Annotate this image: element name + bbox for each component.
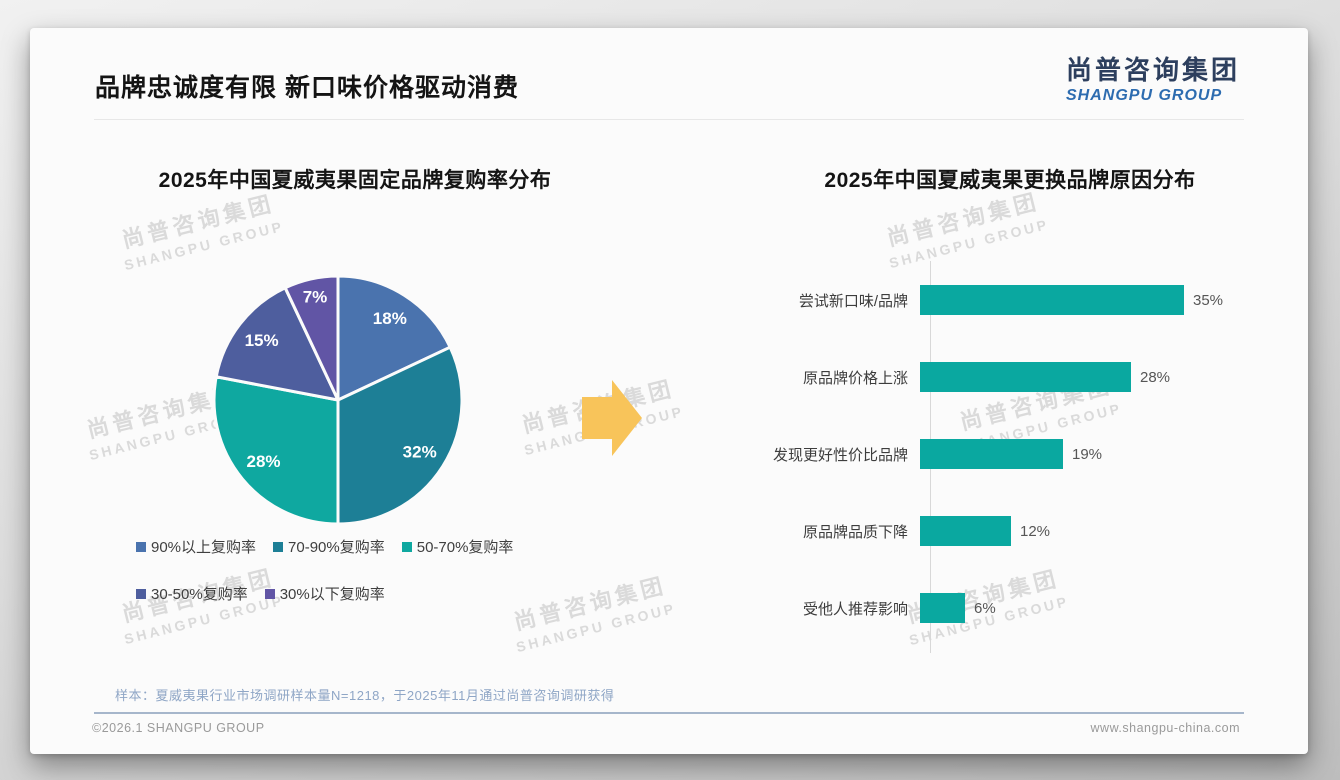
- bar-row: 发现更好性价比品牌 19%: [745, 439, 1290, 469]
- legend-swatch: [273, 541, 284, 552]
- watermark-en-text: SHANGPU GROUP: [122, 217, 286, 274]
- pie-data-label: 32%: [403, 442, 437, 461]
- bar-category-label: 尝试新口味/品牌: [798, 292, 908, 310]
- pie-data-label: 28%: [246, 452, 280, 471]
- footer-divider: [94, 712, 1244, 714]
- bar-value-label: 12%: [1020, 522, 1051, 540]
- bar-fill: [920, 593, 965, 623]
- pie-chart: 18% 32% 28% 15% 7%: [212, 274, 464, 526]
- bar-fill: [920, 285, 1184, 315]
- bar-row: 受他人推荐影响 6%: [745, 593, 1290, 623]
- title-divider: [94, 119, 1244, 120]
- bar-value-label: 19%: [1072, 445, 1103, 463]
- logo-cn-text: 尚普咨询集团: [1065, 55, 1240, 85]
- legend-label: 90%以上复购率: [151, 539, 257, 556]
- legend-item: 70-90%复购率: [273, 536, 385, 557]
- watermark-cn-text: 尚普咨询集团: [119, 190, 277, 253]
- bar-fill: [920, 439, 1063, 469]
- page-title: 品牌忠诚度有限 新口味价格驱动消费: [95, 74, 519, 102]
- sample-footnote: 样本：夏威夷果行业市场调研样本量N=1218，于2025年11月通过尚普咨询调研…: [115, 688, 615, 703]
- pie-legend: 90%以上复购率 70-90%复购率 50-70%复购率 30-50%复购率 30%以…: [136, 536, 616, 630]
- legend-item: 50-70%复购率: [401, 536, 514, 557]
- legend-label: 50-70%复购率: [416, 539, 514, 556]
- legend-label: 30-50%复购率: [151, 586, 248, 603]
- legend-label: 70-90%复购率: [288, 539, 385, 556]
- legend-item: 30%以下复购率: [264, 583, 385, 604]
- bar-row: 原品牌品质下降 12%: [745, 516, 1290, 546]
- bar-value-label: 6%: [974, 599, 996, 617]
- legend-row: 90%以上复购率 70-90%复购率 50-70%复购率: [136, 536, 616, 557]
- pie-slice: [214, 286, 340, 402]
- footer-website: www.shangpu-china.com: [1090, 721, 1240, 735]
- legend-row: 30-50%复购率 30%以下复购率: [136, 583, 616, 604]
- pie-slice: [212, 375, 340, 526]
- company-logo: 尚普咨询集团 SHANGPU GROUP: [1066, 50, 1240, 105]
- bar-category-label: 原品牌价格上涨: [802, 369, 908, 387]
- slide-card: 尚普咨询集团 SHANGPU GROUP 尚普咨询集团 SHANGPU GROUP 尚普…: [30, 28, 1308, 754]
- pie-data-label: 15%: [245, 331, 279, 350]
- bar-value-label: 35%: [1193, 291, 1224, 309]
- footer-copyright: ©2026.1 SHANGPU GROUP: [92, 721, 265, 735]
- logo-en-text: SHANGPU GROUP: [1065, 87, 1223, 104]
- legend-swatch: [136, 541, 146, 552]
- legend-swatch: [264, 588, 275, 599]
- bar-chart-title: 2025年中国夏威夷果更换品牌原因分布: [824, 169, 1196, 192]
- bar-fill: [920, 516, 1011, 546]
- bar-row: 尝试新口味/品牌 35%: [745, 285, 1290, 315]
- pie-chart-title: 2025年中国夏威夷果固定品牌复购率分布: [158, 169, 552, 192]
- bar-fill: [920, 362, 1131, 392]
- footer-bar: ©2026.1 SHANGPU GROUP www.shangpu-china.…: [92, 721, 1240, 735]
- legend-swatch: [401, 541, 412, 552]
- pie-slice: [336, 274, 452, 402]
- bar-row: 原品牌价格上涨 28%: [745, 362, 1290, 392]
- bar-value-label: 28%: [1140, 368, 1171, 386]
- pie-slice: [336, 345, 464, 526]
- legend-swatch: [136, 588, 146, 599]
- legend-item: 90%以上复购率: [136, 536, 256, 557]
- bar-category-label: 发现更好性价比品牌: [772, 446, 908, 464]
- right-arrow-icon: [582, 380, 644, 461]
- bar-category-label: 受他人推荐影响: [802, 600, 908, 618]
- pie-data-label: 7%: [303, 288, 328, 307]
- bar-category-label: 原品牌品质下降: [802, 523, 908, 541]
- pie-data-label: 18%: [373, 309, 407, 328]
- bar-chart: 尝试新口味/品牌 35% 原品牌价格上涨 28% 发现更好性价比品牌 19% 原品牌品质下降…: [745, 233, 1290, 678]
- pie-slice: [283, 274, 340, 402]
- legend-label: 30%以下复购率: [279, 586, 385, 603]
- legend-item: 30-50%复购率: [136, 583, 248, 604]
